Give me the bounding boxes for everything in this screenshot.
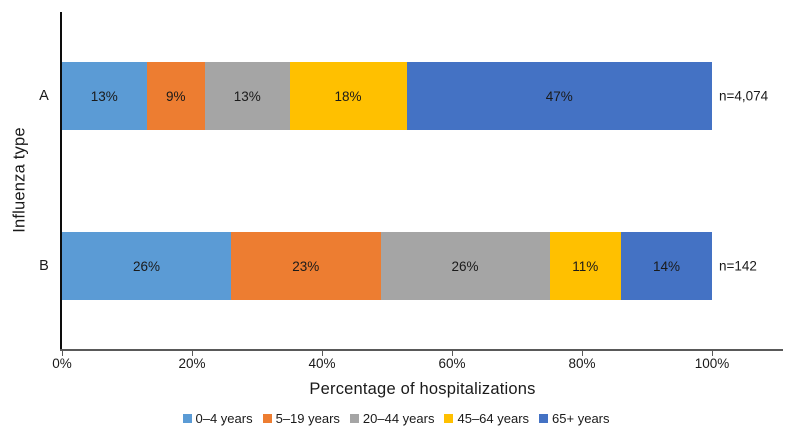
x-tick-label: 0% <box>52 356 72 371</box>
legend-label: 65+ years <box>552 411 610 426</box>
bar-segment: 18% <box>289 62 407 130</box>
bar-segment: 11% <box>549 232 621 300</box>
legend-label: 5–19 years <box>275 411 340 426</box>
legend-item: 0–4 years <box>182 411 253 426</box>
x-axis-title: Percentage of hospitalizations <box>309 380 536 398</box>
legend-swatch <box>539 414 549 423</box>
legend-swatch <box>182 414 192 423</box>
segment-value-label: 23% <box>292 258 320 274</box>
legend-item: 20–44 years <box>349 411 435 426</box>
legend-label: 0–4 years <box>195 411 253 426</box>
legend: 0–4 years 5–19 years 20–44 years 45–64 year… <box>0 411 792 426</box>
segment-value-label: 26% <box>132 258 161 274</box>
x-tick-mark <box>192 351 193 356</box>
legend-label: 20–44 years <box>362 411 435 426</box>
segment-value-label: 26% <box>451 258 479 274</box>
x-tick-mark <box>452 351 453 356</box>
legend-item: 5–19 years <box>262 411 340 426</box>
y-axis-title: Influenza type <box>10 127 29 233</box>
segment-value-label: 13% <box>90 88 118 104</box>
legend-swatch <box>262 414 272 423</box>
bar-segment: 23% <box>231 232 381 300</box>
segment-value-label: 9% <box>165 88 186 104</box>
bar-segment: 47% <box>406 62 712 130</box>
bar-segment: 26% <box>62 232 231 300</box>
x-tick-mark <box>582 351 583 356</box>
category-label-a: A <box>39 88 49 104</box>
bar-segment: 9% <box>146 62 205 130</box>
legend-swatch <box>444 414 454 423</box>
x-tick-label: 40% <box>308 356 336 371</box>
bar-segment: 13% <box>62 62 147 130</box>
x-axis-line <box>60 349 783 351</box>
x-tick-mark <box>322 351 323 356</box>
legend-item: 45–64 years <box>444 411 529 426</box>
category-label-b: B <box>39 258 49 274</box>
legend-item: 65+ years <box>539 411 610 426</box>
bar-n-label: n=142 <box>719 258 757 274</box>
segment-value-label: 11% <box>572 258 599 274</box>
bar-segment: 26% <box>380 232 550 300</box>
x-tick-label: 20% <box>178 356 206 371</box>
y-axis-line <box>60 12 62 350</box>
segment-value-label: 14% <box>652 258 681 274</box>
segment-value-label: 18% <box>334 88 362 104</box>
bar-n-label: n=4,074 <box>719 88 769 104</box>
bar-segment: 14% <box>621 232 712 300</box>
segment-value-label: 13% <box>233 88 261 104</box>
x-tick-label: 100% <box>694 356 730 371</box>
x-tick-label: 80% <box>568 356 596 371</box>
x-tick-mark <box>62 351 63 356</box>
legend-swatch <box>349 414 359 423</box>
legend-label: 45–64 years <box>457 411 530 426</box>
x-tick-label: 60% <box>438 356 466 371</box>
x-tick-mark <box>712 351 713 356</box>
stacked-bar-a: 13% 9% 13% 18% 47% <box>62 62 712 130</box>
bar-segment: 13% <box>205 62 290 130</box>
stacked-bar-b: 26% 23% 26% 11% 14% <box>62 232 712 300</box>
segment-value-label: 47% <box>545 88 573 104</box>
